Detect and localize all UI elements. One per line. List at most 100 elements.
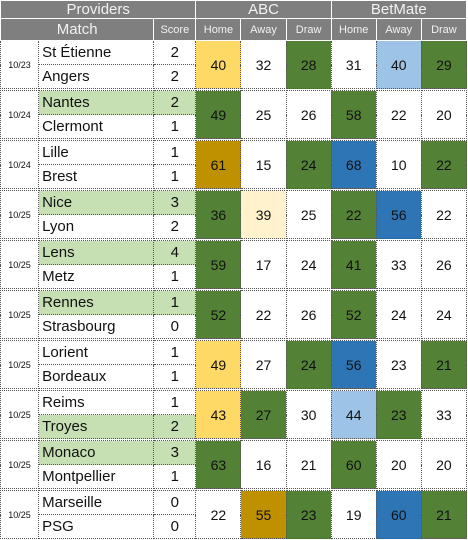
match-row-away: Brest 1	[1, 164, 467, 189]
gap-cell	[0, 338, 467, 341]
abc-draw-value: 28	[285, 40, 332, 89]
abc-draw-header: Draw	[285, 18, 332, 41]
abc-draw-value: 23	[285, 490, 332, 539]
abc-away-header: Away	[240, 18, 287, 41]
gap-cell	[0, 88, 467, 91]
betmate-home-header: Home	[330, 18, 377, 41]
away-team: Angers	[38, 64, 155, 89]
betmate-home-value: 44	[330, 390, 377, 439]
abc-home-header: Home	[195, 18, 242, 41]
betmate-away-value: 24	[375, 290, 422, 339]
gap-cell	[0, 288, 467, 291]
abc-draw-value: 24	[285, 140, 332, 189]
betmate-home-value: 19	[330, 490, 377, 539]
abc-away-value: 22	[240, 290, 287, 339]
betmate-away-value: 23	[375, 340, 422, 389]
betmate-home-value: 56	[330, 340, 377, 389]
abc-home-value: 36	[195, 190, 242, 239]
home-team: Lille	[38, 140, 155, 165]
away-team: PSG	[38, 514, 155, 539]
betmate-home-value: 41	[330, 240, 377, 289]
abc-home-value: 59	[195, 240, 242, 289]
abc-draw-value: 26	[285, 90, 332, 139]
betmate-home-value: 31	[330, 40, 377, 89]
match-row-home: 10/25 Rennes 1 52 22 26 52 24 24	[0, 290, 468, 339]
betmate-draw-value: 24	[420, 290, 468, 339]
abc-away-value: 17	[240, 240, 287, 289]
betmate-draw-value: 26	[420, 240, 468, 289]
betmate-away-value: 40	[375, 40, 422, 89]
betmate-away-value: 60	[375, 490, 422, 539]
match-row-away: Strasbourg 0	[1, 314, 467, 339]
home-score: 1	[153, 140, 197, 165]
match-row-away: Angers 2	[1, 64, 467, 89]
match-row-home: 10/25 Lorient 1 49 27 24 56 23 21	[0, 340, 468, 389]
betmate-draw-value: 21	[420, 340, 468, 389]
abc-home-value: 61	[195, 140, 242, 189]
abc-draw-value: 30	[285, 390, 332, 439]
betmate-away-value: 22	[375, 90, 422, 139]
away-team: Brest	[38, 164, 155, 189]
home-score: 2	[153, 40, 197, 65]
match-row-away: Clermont 1	[1, 114, 467, 139]
abc-away-value: 32	[240, 40, 287, 89]
betmate-away-value: 10	[375, 140, 422, 189]
match-row-away: Montpellier 1	[1, 464, 467, 489]
home-score: 2	[153, 90, 197, 115]
match-row-home: 10/25 Lens 4 59 17 24 41 33 26	[0, 240, 468, 289]
away-score: 1	[153, 464, 197, 489]
home-team: Nantes	[38, 90, 155, 115]
home-score: 1	[153, 340, 197, 365]
match-row-away: Bordeaux 1	[1, 364, 467, 389]
row-gap	[0, 88, 467, 91]
abc-home-value: 52	[195, 290, 242, 339]
betmate-home-value: 68	[330, 140, 377, 189]
abc-away-value: 39	[240, 190, 287, 239]
row-gap	[0, 238, 467, 241]
home-score: 1	[153, 390, 197, 415]
abc-away-value: 55	[240, 490, 287, 539]
betmate-draw-header: Draw	[420, 18, 468, 41]
row-gap	[0, 488, 467, 491]
abc-away-value: 27	[240, 340, 287, 389]
match-row-away: Metz 1	[1, 264, 467, 289]
abc-away-value: 16	[240, 440, 287, 489]
home-team: Reims	[38, 390, 155, 415]
away-score: 0	[153, 314, 197, 339]
away-team: Montpellier	[38, 464, 155, 489]
away-score: 1	[153, 164, 197, 189]
abc-home-value: 22	[195, 490, 242, 539]
betmate-away-value: 33	[375, 240, 422, 289]
match-row-away: Lyon 2	[1, 214, 467, 239]
row-gap	[0, 438, 467, 441]
betmate-away-header: Away	[375, 18, 422, 41]
abc-home-value: 63	[195, 440, 242, 489]
betmate-home-value: 58	[330, 90, 377, 139]
match-row-away: Troyes 2	[1, 414, 467, 439]
match-row-home: 10/25 Reims 1 43 27 30 44 23 33	[0, 390, 468, 439]
home-team: Monaco	[38, 440, 155, 465]
match-row-home: 10/24 Lille 1 61 15 24 68 10 22	[0, 140, 468, 189]
abc-draw-value: 21	[285, 440, 332, 489]
betmate-header: BetMate	[330, 0, 468, 19]
betmate-away-value: 20	[375, 440, 422, 489]
away-score: 0	[153, 514, 197, 539]
match-row-home: 10/23 St Étienne 2 40 32 28 31 40 29	[0, 40, 468, 89]
match-date: 10/25	[0, 390, 40, 439]
match-row-home: 10/25 Nice 3 36 39 25 22 56 22	[0, 190, 468, 239]
score-header: Score	[153, 18, 197, 41]
away-team: Troyes	[38, 414, 155, 439]
betmate-away-value: 23	[375, 390, 422, 439]
away-score: 1	[153, 114, 197, 139]
abc-draw-value: 24	[285, 240, 332, 289]
match-row-home: 10/24 Nantes 2 49 25 26 58 22 20	[0, 90, 468, 139]
away-score: 1	[153, 264, 197, 289]
home-team: Marseille	[38, 490, 155, 515]
row-gap	[0, 338, 467, 341]
match-date: 10/25	[0, 290, 40, 339]
away-team: Bordeaux	[38, 364, 155, 389]
match-date: 10/24	[0, 90, 40, 139]
betmate-away-value: 56	[375, 190, 422, 239]
match-row-home: 10/25 Marseille 0 22 55 23 19 60 21	[0, 490, 468, 539]
abc-home-value: 49	[195, 340, 242, 389]
